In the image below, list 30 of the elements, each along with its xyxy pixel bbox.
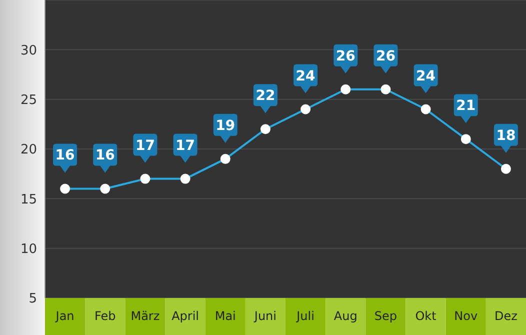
data-label: 16 <box>95 148 115 164</box>
data-label: 22 <box>256 88 276 104</box>
x-tick-label: Mai <box>214 309 236 323</box>
x-tick-label: April <box>172 309 200 323</box>
data-label: 17 <box>135 138 155 154</box>
data-label: 21 <box>456 98 476 114</box>
y-tick-label: 20 <box>20 142 37 158</box>
y-tick-label: 25 <box>20 92 37 108</box>
data-label: 16 <box>55 148 75 164</box>
data-label: 26 <box>336 48 356 64</box>
x-tick-label: Nov <box>454 309 478 323</box>
data-label: 26 <box>376 48 396 64</box>
y-tick-label: 5 <box>28 292 37 307</box>
x-tick-label: Feb <box>94 309 116 323</box>
data-label: 17 <box>176 138 196 154</box>
x-tick-label: Sep <box>374 309 398 323</box>
data-label: 24 <box>416 68 436 84</box>
data-label: 18 <box>496 128 516 144</box>
y-tick-label: 15 <box>20 192 37 208</box>
x-tick-label: Dez <box>494 309 518 323</box>
x-tick-label: Okt <box>415 309 437 323</box>
x-tick-label: Juni <box>253 309 277 323</box>
x-tick-label: März <box>130 309 160 323</box>
x-tick-label: Aug <box>334 309 358 323</box>
data-label: 19 <box>216 118 236 134</box>
data-label: 24 <box>296 68 316 84</box>
y-tick-label: 10 <box>20 242 37 257</box>
x-tick-label: Jan <box>54 309 74 323</box>
y-tick-label: 30 <box>20 43 37 58</box>
x-tick-label: Juli <box>296 309 314 323</box>
